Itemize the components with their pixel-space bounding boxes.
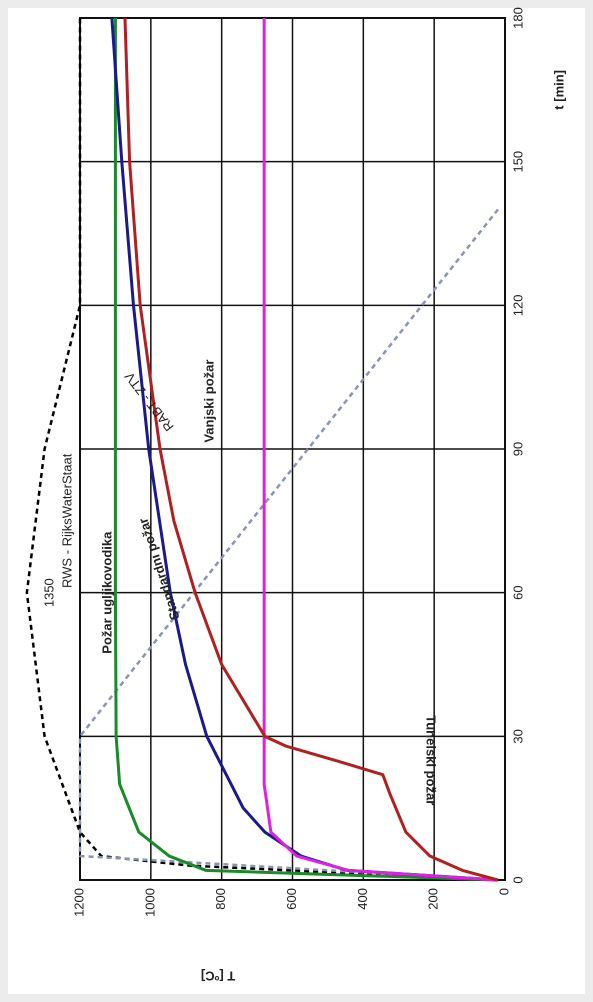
series-line	[262, 18, 499, 882]
annotation: 1350	[41, 578, 56, 607]
y-axis-title: T [ºC]	[201, 969, 235, 984]
series-line	[78, 208, 499, 882]
x-tick-label: 0	[510, 876, 525, 883]
y-tick-label: 400	[355, 888, 370, 910]
x-axis-title: t [min]	[551, 70, 566, 110]
y-tick-label: 800	[213, 888, 228, 910]
y-tick-label: 0	[496, 888, 511, 895]
x-tick-label: 60	[510, 585, 525, 599]
series-line	[113, 18, 498, 882]
series-line	[123, 17, 499, 882]
series-label: RWS - RijksWaterStaat	[59, 453, 74, 588]
chart-background	[8, 8, 585, 994]
x-tick-label: 180	[510, 7, 525, 29]
x-tick-label: 30	[510, 729, 525, 743]
series-label: Požar ugljikovodika	[99, 531, 114, 654]
y-tick-label: 1000	[142, 888, 157, 917]
y-tick-label: 1200	[71, 888, 86, 917]
x-tick-label: 90	[510, 442, 525, 456]
series-label: Tunelski požar	[424, 715, 439, 805]
plot-border	[79, 17, 506, 881]
y-tick-label: 200	[426, 888, 441, 910]
x-tick-label: 120	[510, 294, 525, 316]
x-tick-label: 150	[510, 151, 525, 173]
series-label: Vanjski požar	[201, 360, 216, 443]
series-line	[25, 18, 498, 882]
y-tick-label: 600	[284, 888, 299, 910]
